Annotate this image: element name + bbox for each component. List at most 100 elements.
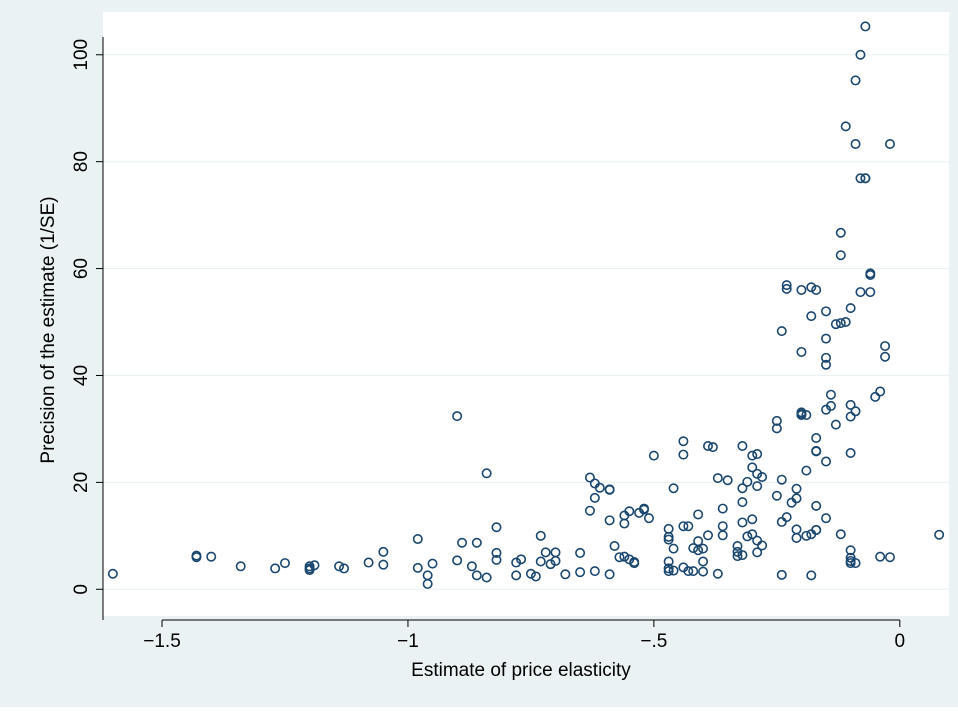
data-point (752, 468, 763, 479)
data-point (821, 359, 832, 370)
x-axis-label: Estimate of price elasticity (411, 660, 631, 681)
data-point (516, 554, 527, 565)
data-point (781, 512, 792, 523)
data-points (107, 21, 945, 589)
data-point (806, 311, 817, 322)
data-point (619, 518, 630, 529)
data-point (821, 333, 832, 344)
data-point (806, 570, 817, 581)
data-point (806, 282, 817, 293)
data-point (107, 568, 118, 579)
data-point (712, 568, 723, 579)
data-point (594, 482, 605, 493)
data-point (698, 543, 709, 554)
data-point (791, 483, 802, 494)
data-point (811, 433, 822, 444)
data-point (663, 563, 674, 574)
data-point (604, 515, 615, 526)
data-point (481, 468, 492, 479)
data-point (688, 543, 699, 554)
data-point (663, 556, 674, 567)
data-point (796, 284, 807, 295)
data-point (811, 445, 822, 456)
data-point (875, 551, 886, 562)
data-point (850, 75, 861, 86)
data-point (732, 546, 743, 557)
data-point (845, 558, 856, 569)
data-point (865, 268, 876, 279)
data-point (845, 411, 856, 422)
data-point (860, 173, 871, 184)
data-point (865, 287, 876, 298)
data-point (604, 484, 615, 495)
data-point (835, 250, 846, 261)
data-point (678, 521, 689, 532)
data-point (840, 121, 851, 132)
data-point (412, 534, 423, 545)
data-point (717, 521, 728, 532)
data-point (584, 505, 595, 516)
data-point (830, 319, 841, 330)
data-point (737, 497, 748, 508)
data-point (540, 547, 551, 558)
data-point (825, 389, 836, 400)
data-point (511, 570, 522, 581)
data-point (698, 556, 709, 567)
data-point (575, 547, 586, 558)
data-point (821, 456, 832, 467)
data-point (334, 561, 345, 572)
data-point (875, 386, 886, 397)
data-point (821, 513, 832, 524)
data-point (850, 139, 861, 150)
data-point (688, 566, 699, 577)
data-point (481, 572, 492, 583)
x-tick-label: −1.5 (143, 631, 181, 652)
data-point (604, 569, 615, 580)
y-tick-label: 80 (71, 151, 92, 172)
x-tick-label: −1 (397, 631, 419, 652)
data-point (678, 436, 689, 447)
data-point (855, 287, 866, 298)
data-point (771, 415, 782, 426)
data-point (712, 473, 723, 484)
data-point (855, 49, 866, 60)
data-point (535, 530, 546, 541)
data-point (835, 529, 846, 540)
data-point (648, 450, 659, 461)
data-point (850, 406, 861, 417)
data-point (629, 558, 640, 569)
data-point (693, 536, 704, 547)
data-point (821, 352, 832, 363)
y-axis-ticks: 0 20 40 60 80 100 (71, 39, 103, 595)
data-point (880, 351, 891, 362)
gridlines (103, 54, 949, 590)
data-point (545, 559, 556, 570)
data-point (845, 303, 856, 314)
data-point (339, 563, 350, 574)
data-point (860, 21, 871, 32)
data-point (752, 547, 763, 558)
data-point (801, 530, 812, 541)
y-axis-label: Precision of the estimate (1/SE) (38, 196, 59, 463)
data-point (609, 540, 620, 551)
data-point (771, 490, 782, 501)
data-point (717, 503, 728, 514)
data-point (702, 441, 713, 452)
data-point (855, 173, 866, 184)
data-point (619, 551, 630, 562)
data-point (279, 558, 290, 569)
data-point (639, 504, 650, 515)
data-point (880, 341, 891, 352)
data-point (663, 531, 674, 542)
data-point (270, 563, 281, 574)
data-point (535, 556, 546, 567)
data-point (781, 280, 792, 291)
data-point (757, 472, 768, 483)
data-point (870, 391, 881, 402)
x-axis-ticks: −1.5 −1 −.5 0 (143, 620, 905, 652)
data-point (530, 571, 541, 582)
data-point (796, 410, 807, 421)
data-point (840, 317, 851, 328)
data-point (702, 530, 713, 541)
data-point (471, 570, 482, 581)
